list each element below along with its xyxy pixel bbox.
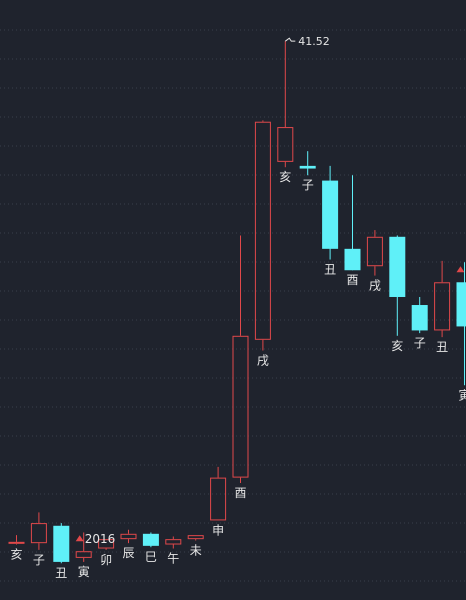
candle-body-down (456, 282, 466, 327)
candle-body-down (322, 180, 339, 249)
candle-label: 辰 (122, 546, 134, 560)
candle-label: 子 (33, 553, 45, 567)
year-marker-arrow (75, 535, 84, 542)
year-marker-arrow (456, 266, 465, 273)
candle-label: 丑 (436, 340, 448, 354)
chart-annotations: 41.52201620 (75, 35, 466, 546)
candle-body-up (30, 523, 47, 544)
year-marker-label: 2016 (85, 532, 116, 546)
candle-label: 戌 (257, 354, 269, 368)
candle-label: 酉 (346, 273, 358, 287)
candle-label: 寅 (78, 564, 90, 579)
candle-body-up (187, 535, 204, 540)
candle-label: 未 (190, 543, 202, 557)
candle-body-down (411, 305, 428, 331)
candle-label: 酉 (234, 486, 246, 500)
candle-label: 丑 (55, 566, 67, 580)
candle-label: 寅 (458, 387, 466, 402)
candle-bodies (8, 121, 466, 562)
candle-body-down (389, 236, 406, 297)
candle-label: 亥 (279, 170, 291, 184)
candle-body-up (232, 335, 249, 478)
candle-labels: 亥子丑 寅卯辰巳午未申酉戌亥子丑酉 戌亥子丑寅 (10, 170, 466, 580)
candle-body-up (277, 127, 294, 162)
candle-body-down (142, 533, 159, 546)
candle-label: 丑 (324, 263, 336, 277)
candle-body-up (366, 236, 383, 267)
high-value-label: 41.52 (298, 35, 330, 48)
candle-label: 巳 (145, 550, 157, 564)
candle-label: 卯 (100, 553, 112, 567)
gridlines (0, 29, 466, 582)
candle-body-up (120, 533, 137, 540)
candle-label: 戌 (369, 279, 381, 293)
candle-body-up (98, 539, 115, 549)
candle-body-up (8, 541, 25, 544)
high-marker-line (285, 37, 296, 42)
candle-body-down (299, 165, 316, 169)
candle-body-up (165, 539, 182, 545)
candle-body-up (254, 121, 271, 340)
candle-body-down (344, 248, 361, 271)
candle-wicks (16, 41, 465, 564)
candle-label: 子 (414, 336, 426, 350)
candle-label: 亥 (391, 339, 403, 353)
candle-label: 子 (302, 178, 314, 192)
candle-body-up (434, 282, 451, 331)
candle-body-up (75, 551, 92, 558)
candle-label: 午 (167, 552, 179, 566)
candle-label: 亥 (10, 548, 22, 562)
candle-body-down (53, 525, 70, 562)
candle-body-up (210, 477, 227, 521)
candle-label: 申 (212, 523, 224, 537)
